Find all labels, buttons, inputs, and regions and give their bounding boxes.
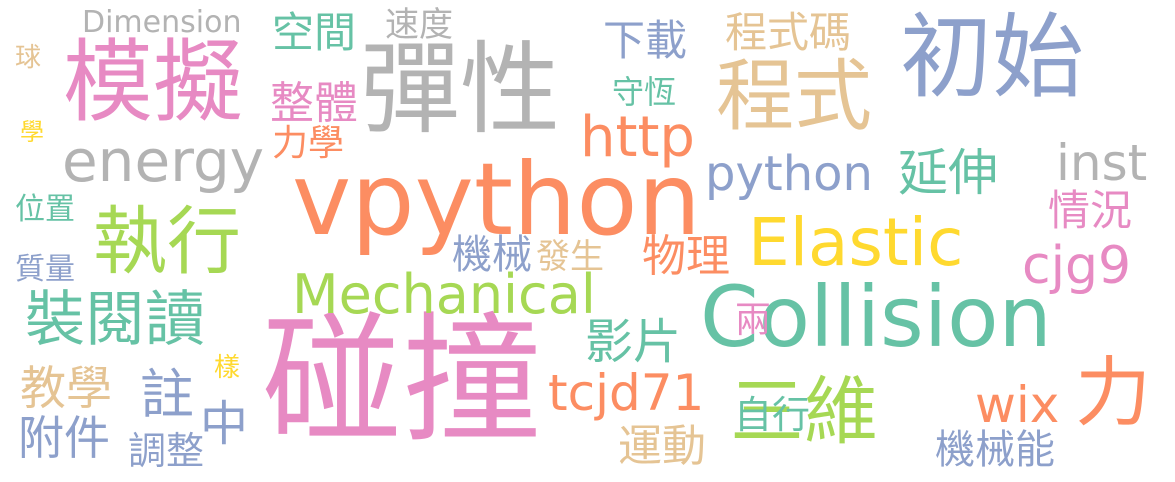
word-yingpian: 影片 [585, 314, 682, 370]
word-wix: wix [975, 376, 1060, 434]
word-elastic: Elastic [748, 204, 964, 281]
word-sudu: 速度 [385, 5, 453, 45]
word-zixing: 自行 [734, 393, 811, 437]
word-python: python [705, 146, 873, 202]
word-cjg9: cjg9 [1022, 236, 1132, 296]
word-weizhi: 位置 [15, 192, 75, 227]
word-tiaozheng: 調整 [128, 429, 205, 473]
word-chengshi: 程式 [716, 52, 873, 142]
word-collision: Collision [700, 268, 1052, 366]
word-chengshima: 程式碼 [725, 8, 852, 57]
word-liang: 兩 [735, 300, 772, 341]
word-shouheng: 守恆 [612, 73, 677, 111]
word-sanwei: 三維 [730, 369, 878, 455]
word-fujian: 附件 [18, 411, 110, 465]
word-chushi: 初始 [900, 4, 1085, 111]
word-zhixing: 執行 [93, 199, 241, 285]
word-li: 力 [1075, 348, 1151, 437]
word-yundong: 運動 [618, 421, 706, 472]
word-xue: 學 [20, 118, 44, 146]
word-vpython: vpython [292, 141, 701, 258]
word-zhengti: 整體 [270, 78, 358, 129]
word-zhuangyuedu: 裝閱讀 [25, 285, 205, 355]
word-pengzhuang: 碰撞 [262, 300, 543, 463]
word-tcjd71: tcjd71 [548, 364, 705, 422]
word-moni: 模擬 [63, 30, 243, 135]
word-jixie: 機械 [452, 232, 532, 278]
word-yanshen: 延伸 [898, 144, 998, 202]
word-kongjian: 空間 [272, 8, 357, 57]
word-yang: 樣 [214, 353, 241, 383]
word-wuli: 物理 [642, 231, 730, 282]
word-inst: inst [1056, 134, 1148, 192]
word-dimension: Dimension [82, 5, 242, 40]
word-qingkuang: 情況 [1048, 186, 1133, 235]
word-qiu: 球 [15, 43, 42, 73]
word-jiaoxue: 教學 [20, 361, 112, 415]
word-http: http [580, 105, 695, 170]
word-xiazai: 下載 [603, 16, 688, 65]
word-zhong: 中 [200, 396, 249, 452]
word-tanxing: 彈性 [360, 31, 560, 148]
word-fasheng: 發生 [536, 237, 604, 277]
word-jixieneng: 機械能 [935, 427, 1055, 473]
word-mechanical: Mechanical [292, 263, 596, 326]
word-zhu: 註 [140, 363, 194, 426]
word-zhiliang: 質量 [15, 252, 75, 287]
word-lixue: 力學 [272, 123, 345, 164]
word-energy: energy [62, 127, 265, 195]
